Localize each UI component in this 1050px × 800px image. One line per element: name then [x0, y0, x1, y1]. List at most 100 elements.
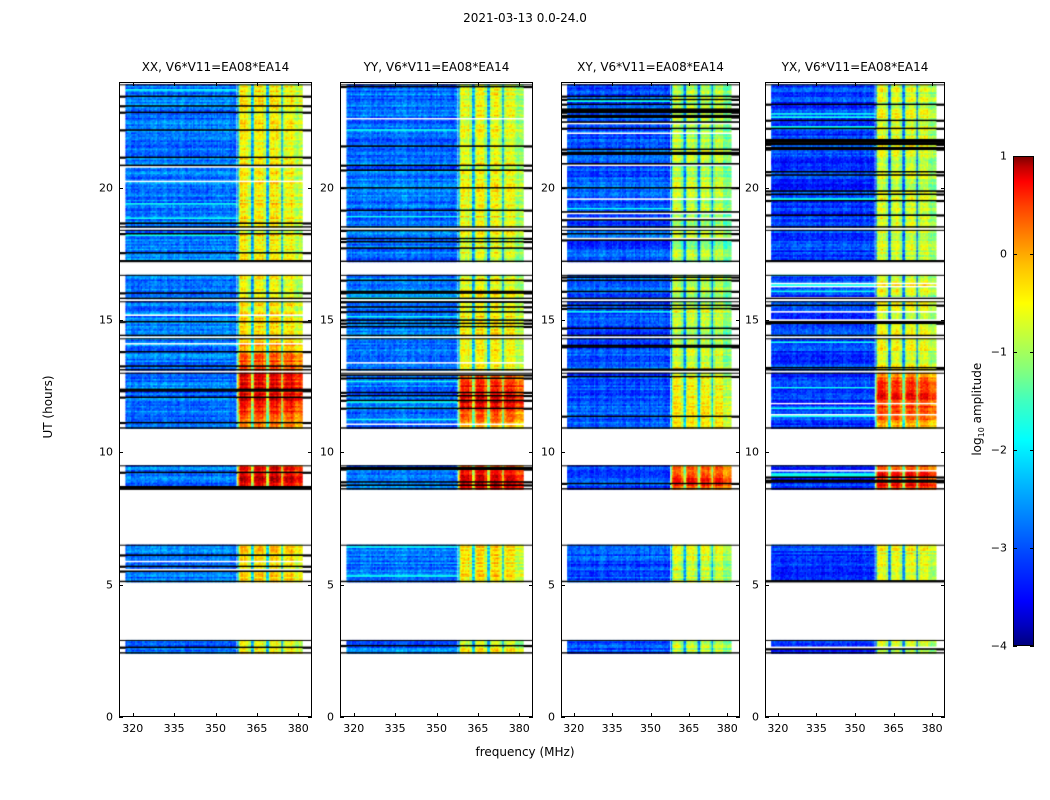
x-tick-label: 335	[384, 722, 406, 735]
x-tick-label: 380	[287, 722, 309, 735]
x-tick-label: 320	[122, 722, 144, 735]
x-tickmark	[436, 713, 438, 717]
y-tickmark	[765, 187, 769, 189]
y-tick-label: 0	[106, 710, 113, 724]
x-tick-label: 380	[508, 722, 530, 735]
colorbar-tick-label: −1	[990, 345, 1007, 359]
x-tickmark	[688, 82, 690, 86]
y-tickmark	[736, 717, 740, 718]
y-tickmark	[119, 452, 123, 454]
colorbar-tickmark	[1030, 646, 1034, 647]
x-tickmark	[650, 82, 652, 86]
x-tickmark	[477, 713, 479, 717]
x-tickmark	[174, 713, 176, 717]
y-tick-label: 5	[752, 578, 759, 592]
x-tick-label: 350	[205, 722, 226, 735]
x-tick-label: 365	[246, 722, 268, 735]
x-tickmark	[855, 82, 856, 86]
colorbar-tick-label: −3	[990, 541, 1007, 555]
y-tick-label: 5	[327, 578, 334, 592]
colorbar-tickmark	[1030, 450, 1034, 451]
colorbar-tickmark	[1030, 548, 1034, 549]
y-tickmark	[736, 584, 740, 586]
y-tickmark	[941, 584, 945, 586]
y-tickmark	[119, 584, 123, 586]
y-tick-label: 10	[99, 445, 113, 459]
x-tickmark	[215, 713, 217, 717]
x-tickmark	[256, 82, 258, 86]
x-tickmark	[777, 82, 779, 86]
colorbar-tick-label: 0	[1000, 247, 1007, 261]
y-tick-label: 0	[327, 710, 334, 724]
colorbar-tickmark	[1030, 254, 1034, 255]
y-tick-label: 15	[99, 313, 113, 327]
y-tickmark	[529, 187, 533, 189]
y-tick-label: 20	[320, 181, 334, 195]
x-tick-label: 320	[563, 722, 585, 735]
panel-xx[interactable]	[119, 82, 312, 717]
colorbar-tickmark	[1030, 352, 1034, 353]
y-tickmark	[529, 452, 533, 454]
x-tickmark	[132, 713, 134, 717]
colorbar-tickmark	[1013, 646, 1017, 647]
x-tickmark	[298, 713, 300, 717]
x-tick-label: 335	[163, 722, 185, 735]
x-tickmark	[612, 713, 614, 717]
y-tickmark	[308, 584, 312, 586]
y-tickmark	[941, 717, 945, 718]
y-tickmark	[529, 584, 533, 586]
y-tickmark	[765, 452, 769, 454]
y-tickmark	[561, 717, 565, 718]
y-tick-label: 0	[752, 710, 759, 724]
x-tickmark	[727, 713, 729, 717]
y-tickmark	[765, 320, 769, 322]
heatmap-yy	[341, 83, 532, 716]
y-tick-label: 0	[548, 710, 555, 724]
y-tickmark	[340, 584, 344, 586]
x-tick-label: 380	[921, 722, 943, 735]
x-tickmark	[519, 82, 521, 86]
y-tickmark	[941, 187, 945, 189]
y-tick-label: 20	[745, 181, 759, 195]
x-tick-label: 335	[601, 722, 623, 735]
y-tickmark	[941, 452, 945, 454]
x-tickmark	[298, 82, 300, 86]
y-tickmark	[561, 320, 565, 322]
x-tickmark	[353, 713, 355, 717]
colorbar-label-text: log10 amplitude	[969, 362, 987, 456]
colorbar-tickmark	[1013, 450, 1017, 451]
heatmap-xy	[562, 83, 739, 716]
x-tickmark	[256, 713, 258, 717]
y-tickmark	[340, 320, 344, 322]
panel-yy[interactable]	[340, 82, 533, 717]
x-tick-label: 380	[716, 722, 738, 735]
x-tick-label: 350	[640, 722, 661, 735]
x-tickmark	[395, 82, 397, 86]
x-tickmark	[816, 713, 818, 717]
y-tickmark	[736, 187, 740, 189]
x-tickmark	[816, 82, 818, 86]
x-tickmark	[932, 713, 934, 717]
x-tickmark	[573, 82, 575, 86]
x-tickmark	[688, 713, 690, 717]
x-tick-label: 350	[844, 722, 866, 735]
x-tickmark	[395, 713, 397, 717]
x-tickmark	[893, 82, 895, 86]
panel-title-xx: XX, V6*V11=EA08*EA14	[141, 60, 290, 74]
panel-title-yx: YX, V6*V11=EA08*EA14	[781, 60, 929, 74]
colorbar-tick-label: −4	[990, 639, 1007, 653]
y-tick-label: 10	[541, 445, 555, 459]
y-tickmark	[561, 584, 565, 586]
x-tickmark	[215, 82, 217, 86]
panel-xy[interactable]	[561, 82, 740, 717]
y-tick-label: 15	[541, 313, 555, 327]
x-tickmark	[353, 82, 355, 86]
colorbar-tickmark	[1013, 352, 1017, 353]
x-tickmark	[893, 713, 895, 717]
y-tickmark	[340, 452, 344, 454]
x-tick-label: 365	[883, 722, 905, 735]
y-tick-label: 15	[320, 313, 334, 327]
panel-yx[interactable]	[765, 82, 945, 717]
x-tick-label: 350	[426, 722, 447, 735]
